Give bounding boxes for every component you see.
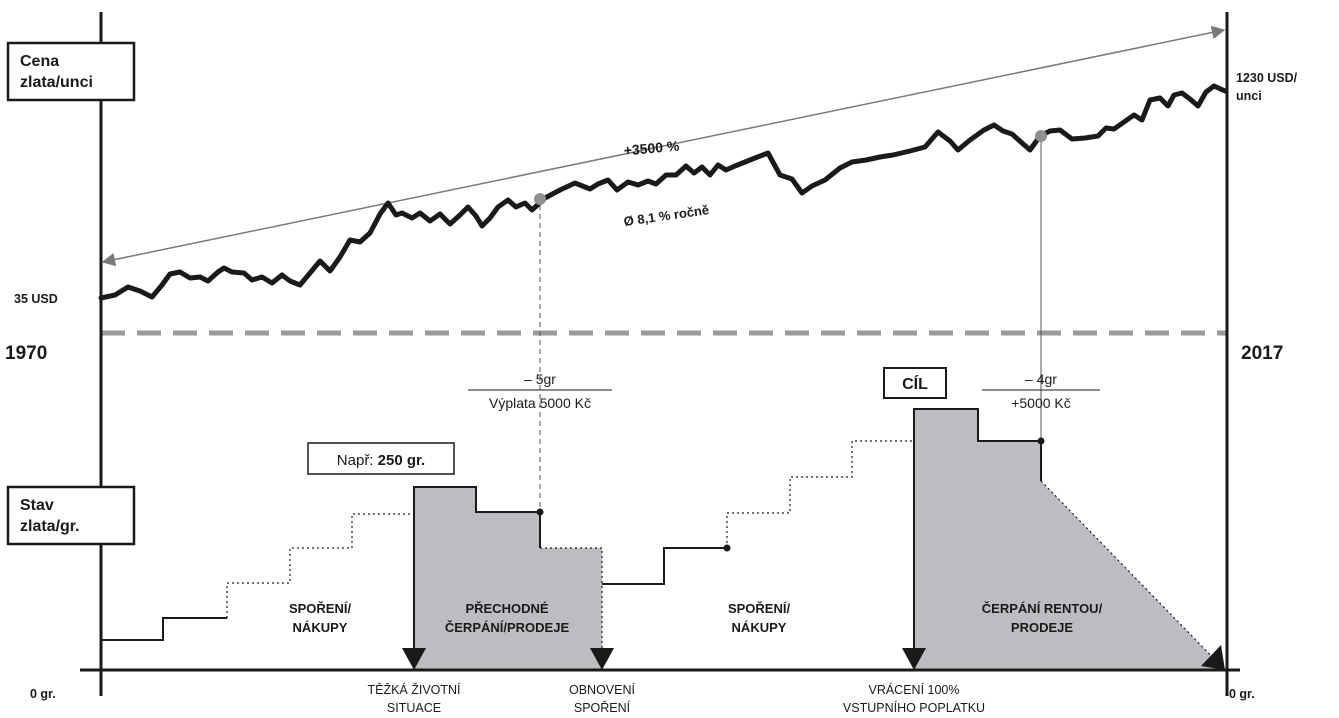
- example-text: Např: 250 gr.: [337, 452, 425, 469]
- drawdown-region-2: [914, 409, 1225, 670]
- start-price-label: 35 USD: [14, 292, 58, 306]
- end-price-label-2: unci: [1236, 89, 1262, 103]
- phase-4-label-2: PRODEJE: [1011, 620, 1073, 635]
- stock-line-drawdown-2: [913, 408, 1042, 670]
- stock-axis-box: [6, 485, 136, 546]
- growth-arrow: [101, 25, 1226, 267]
- stock-projection-4: [1040, 480, 1226, 671]
- phase-1-label-2: NÁKUPY: [293, 620, 348, 635]
- stock-line-phase-3: [602, 547, 727, 585]
- withdraw-1-top: – 5gr: [524, 371, 556, 387]
- growth-total-label: +3500 %: [623, 138, 680, 159]
- withdraw-2-top: – 4gr: [1025, 371, 1057, 387]
- end-marker: [1201, 645, 1225, 670]
- zero-right-label: 0 gr.: [1229, 687, 1255, 701]
- gold-price-line: [98, 83, 1228, 301]
- event-3-label-2: VSTUPNÍHO POPLATKU: [843, 700, 985, 715]
- end-price-label-1: 1230 USD/: [1236, 71, 1298, 85]
- stock-point-3: [1037, 437, 1045, 445]
- event-1-label-2: SITUACE: [387, 701, 441, 715]
- phase-3-label-1: SPOŘENÍ/: [728, 601, 791, 616]
- phase-3-label-2: NÁKUPY: [732, 620, 787, 635]
- event-1-label-1: TĚŽKÁ ŽIVOTNÍ: [367, 682, 461, 697]
- phase-1-label-1: SPOŘENÍ/: [289, 601, 352, 616]
- stock-axis-label-1: Stav: [20, 497, 54, 514]
- stock-line-drawdown-1: [413, 486, 541, 670]
- event-2-label-2: SPOŘENÍ: [574, 700, 631, 715]
- sale-point-1: [534, 193, 546, 205]
- phase-4-label-1: ČERPÁNÍ RENTOU/: [982, 601, 1103, 616]
- event-3-label-1: VRÁCENÍ 100%: [868, 682, 959, 697]
- withdraw-2-bottom: +5000 Kč: [1011, 395, 1071, 411]
- withdraw-1-bottom: Výplata 5000 Kč: [489, 395, 591, 411]
- event-marker-1: [402, 648, 426, 670]
- event-marker-3: [902, 648, 926, 670]
- year-end-label: 2017: [1241, 343, 1283, 364]
- price-axis-label-2: zlata/unci: [20, 74, 93, 91]
- goal-label: CÍL: [902, 374, 928, 393]
- stock-projection-2: [540, 547, 603, 670]
- stock-projection-3: [726, 440, 914, 548]
- event-2-label-1: OBNOVENÍ: [569, 682, 636, 697]
- phase-2-label-1: PŘECHODNÉ: [465, 601, 548, 616]
- year-start-label: 1970: [5, 343, 47, 364]
- stock-line-phase-1: [101, 617, 227, 641]
- stock-projection-1: [226, 513, 414, 618]
- stock-point-2: [723, 544, 731, 552]
- phase-2-label-2: ČERPÁNÍ/PRODEJE: [445, 620, 570, 635]
- zero-left-label: 0 gr.: [30, 687, 56, 701]
- price-axis-box: [6, 41, 136, 102]
- sale-point-2: [1035, 130, 1047, 142]
- price-axis-label-1: Cena: [20, 53, 59, 70]
- example-box: [307, 442, 455, 475]
- stock-point-1: [536, 508, 544, 516]
- event-marker-2: [590, 648, 614, 670]
- goal-box: [883, 367, 947, 399]
- growth-annual-label: Ø 8,1 % ročně: [623, 202, 710, 229]
- drawdown-region-1: [414, 487, 602, 670]
- stock-axis-label-2: zlata/gr.: [20, 518, 80, 535]
